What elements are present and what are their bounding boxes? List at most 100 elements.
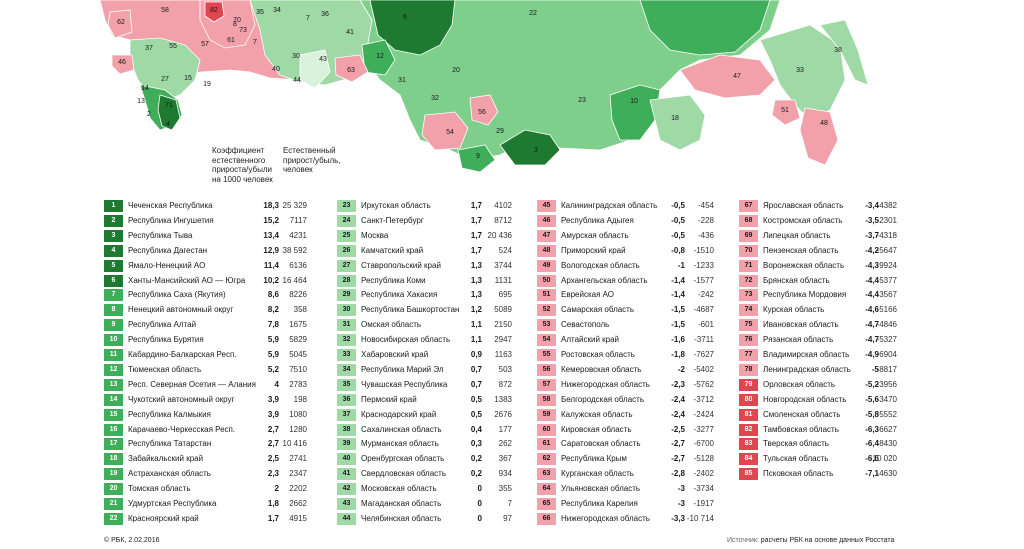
absolute-value: -242 [697,290,714,300]
map-region-label: 29 [496,128,504,135]
absolute-value: -3277 [693,424,714,434]
rank-badge: 78 [739,363,758,376]
coefficient-value: -3 [677,484,685,494]
absolute-value: 8712 [494,215,512,225]
coefficient-value: 1,3 [470,260,482,270]
rank-badge: 68 [739,214,758,227]
rank-badge: 21 [104,498,123,510]
rank-badge: 51 [537,289,556,302]
table-row: 74 Курская область -4,6 -5166 [739,303,909,317]
table-row: 45 Калининградская область -0,5 -454 [537,199,722,213]
coefficient-value: -2 [677,364,685,374]
coefficient-value: -2,3 [671,379,685,389]
table-row: 61 Саратовская область -2,7 -6700 [537,437,722,451]
region-name: Пермский край [361,394,417,404]
absolute-value: 38 592 [282,245,307,255]
absolute-value: 4102 [494,201,512,210]
region-name: Иркутская область [361,201,431,210]
table-row: 3 Республика Тыва 13,4 4231 [104,229,319,243]
absolute-value: 198 [293,394,307,404]
absolute-value: -601 [697,320,714,330]
map-region-47 [679,54,776,99]
table-row: 5 Ямало-Ненецкий АО 11,4 6136 [104,259,319,273]
coefficient-value: 12,9 [263,245,279,255]
rank-badge: 42 [337,483,356,496]
coefficient-value: -4,3 [865,260,879,270]
region-name: Республика Алтай [128,320,197,330]
table-row: 29 Республика Хакасия 1,3 695 [337,288,522,302]
coefficient-value: -3,3 [671,513,685,523]
region-name: Воронежская область [763,260,845,270]
table-row: 70 Пензенская область -4,2 -5647 [739,244,909,258]
coefficient-value: -2,4 [671,394,685,404]
coefficient-value: -2,5 [671,424,685,434]
region-name: Тверская область [763,439,829,449]
rank-badge: 62 [537,453,556,466]
table-row: 82 Тамбовская область -6,3 -6627 [739,423,909,437]
table-row: 35 Чувашская Республика 0,7 872 [337,378,522,392]
coefficient-value: -5,6 [865,394,879,404]
rank-badge: 46 [537,214,556,227]
table-row: 75 Ивановская область -4,7 -4846 [739,318,909,332]
coefficient-value: 1,2 [470,305,482,315]
region-name: Свердловская область [361,469,446,479]
coefficient-value: 1,7 [267,513,279,523]
region-name: Орловская область [763,379,836,389]
region-name: Ивановская область [763,320,839,330]
rank-badge: 72 [739,274,758,287]
coefficient-value: -0,8 [671,245,685,255]
coefficient-value: -1,4 [671,290,685,300]
rank-badge: 25 [337,229,356,242]
coef-header-line: естественного [212,155,266,165]
table-row: 1 Чеченская Республика 18,3 25 329 [104,199,319,213]
coef-header-line: Коэффициент [212,146,265,155]
rank-badge: 24 [337,214,356,227]
table-row: 32 Новосибирская область 1,1 2947 [337,333,522,347]
coefficient-value: 8,2 [267,305,279,315]
region-name: Республика Калмыкия [128,409,211,419]
rank-badge: 17 [104,438,123,451]
coefficient-value: -4,6 [865,305,879,315]
rank-badge: 1 [104,200,123,212]
coefficient-value: 2,3 [267,469,279,479]
coefficient-value: -3,7 [865,230,879,240]
absolute-value: -6700 [693,439,714,449]
map-region-label: 23 [578,97,586,104]
table-row: 60 Кировская область -2,5 -3277 [537,423,722,437]
rank-badge: 85 [739,468,758,481]
coefficient-value: 3,9 [267,394,279,404]
region-name: Кемеровская область [561,364,642,374]
coefficient-value: 0,2 [470,454,482,464]
rank-badge: 36 [337,393,356,406]
absolute-value: -1577 [693,275,714,285]
region-name: Алтайский край [561,335,620,345]
rank-badge: 77 [739,349,758,361]
table-row: 41 Свердловская область 0,2 934 [337,467,522,481]
rank-badge: 60 [537,423,556,436]
table-row: 34 Республика Марий Эл 0,7 503 [337,363,522,377]
region-name: Костромская область [763,215,843,225]
rank-badge: 47 [537,229,556,242]
map-region-10 [609,84,661,141]
absolute-value: -454 [697,201,714,210]
region-name: Псковская область [763,469,834,479]
coefficient-value: -0,5 [671,230,685,240]
map-region-label: 43 [319,56,327,63]
rank-badge: 79 [739,378,758,391]
rank-badge: 48 [537,244,556,257]
absolute-value: -9924 [876,260,897,270]
rank-badge: 81 [739,408,758,421]
abs-header: Естественный прирост/убыль, человек [283,146,341,175]
absolute-value: -436 [697,230,714,240]
rank-badge: 35 [337,378,356,391]
table-row: 46 Республика Адыгея -0,5 -228 [537,214,722,228]
rank-badge: 23 [337,200,356,212]
coefficient-value: 13,4 [263,230,279,240]
coefficient-value: 1,7 [470,215,482,225]
table-row: 51 Еврейская АО -1,4 -242 [537,288,722,302]
region-name: Ненецкий автономный округ [128,305,234,315]
absolute-value: 503 [498,364,512,374]
rank-badge: 18 [104,453,123,466]
table-row: 57 Нижегородская область -2,3 -5762 [537,378,722,392]
region-name: Курская область [763,305,825,315]
